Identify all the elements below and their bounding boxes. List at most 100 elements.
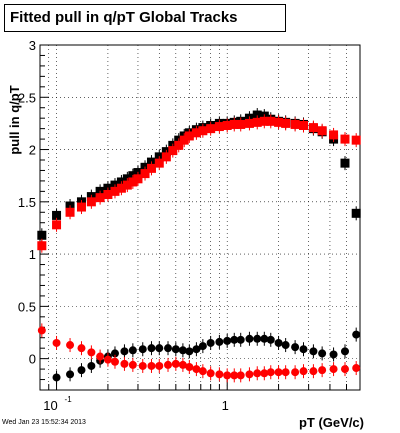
data-point: [236, 371, 245, 380]
data-point: [230, 371, 239, 380]
data-point: [128, 360, 137, 369]
data-point: [229, 119, 239, 129]
data-point: [340, 365, 349, 374]
data-point: [171, 345, 180, 354]
data-point: [66, 370, 75, 379]
data-point: [236, 335, 245, 344]
data-point: [146, 163, 156, 173]
data-point: [318, 366, 327, 375]
data-point: [260, 369, 269, 378]
data-point: [222, 121, 232, 130]
data-point: [253, 369, 262, 378]
data-point: [274, 368, 283, 377]
data-point: [299, 121, 309, 130]
data-point: [198, 342, 207, 351]
x-tick-label: 10: [43, 398, 57, 413]
data-point: [174, 140, 184, 150]
data-point: [223, 336, 232, 345]
chart-title-box: Fitted pull in q/pT Global Tracks: [4, 4, 286, 32]
data-point: [206, 124, 216, 134]
data-point: [352, 330, 361, 339]
data-point: [215, 337, 224, 346]
data-point: [171, 359, 180, 368]
data-point: [116, 183, 126, 193]
data-point: [259, 116, 269, 126]
data-point: [252, 110, 262, 120]
y-tick-label: 1.5: [18, 195, 36, 210]
data-point: [340, 158, 350, 168]
data-point: [308, 123, 318, 133]
data-point: [309, 367, 318, 376]
data-point: [340, 347, 349, 356]
data-point: [155, 344, 164, 353]
data-series: [37, 108, 361, 385]
data-point: [164, 360, 173, 369]
data-point: [266, 335, 275, 344]
data-point: [245, 334, 254, 343]
y-axis-label: pull in q/pT: [7, 85, 22, 154]
data-point: [110, 349, 119, 358]
data-point: [178, 360, 187, 369]
data-point: [351, 208, 361, 218]
timestamp: Wed Jan 23 15:52:34 2013: [2, 419, 86, 426]
data-point: [52, 373, 61, 382]
data-point: [87, 361, 96, 370]
data-point: [76, 202, 86, 212]
data-point: [223, 371, 232, 380]
data-point: [138, 361, 147, 370]
data-point: [65, 207, 75, 217]
data-point: [299, 367, 308, 376]
data-point: [351, 135, 361, 145]
data-point: [122, 180, 132, 190]
data-point: [178, 346, 187, 355]
data-point: [192, 345, 201, 354]
data-point: [120, 359, 129, 368]
data-point: [206, 369, 215, 378]
data-point: [120, 347, 129, 356]
data-point: [290, 119, 300, 129]
data-point: [291, 343, 300, 352]
x-axis: 10 -1 1: [39, 379, 361, 413]
series-3: [37, 323, 361, 383]
data-point: [206, 338, 215, 347]
y-tick-label: 1: [29, 247, 36, 262]
data-point: [128, 177, 138, 187]
data-point: [329, 130, 339, 140]
data-point: [96, 352, 105, 361]
data-point: [198, 367, 207, 376]
data-point: [133, 174, 143, 184]
data-point: [87, 348, 96, 357]
data-point: [37, 326, 46, 335]
data-point: [95, 193, 105, 203]
data-point: [110, 186, 120, 196]
data-point: [266, 116, 276, 126]
data-point: [266, 368, 275, 377]
x-tick-label-exponent: -1: [65, 395, 73, 404]
data-point: [281, 341, 290, 350]
data-point: [291, 368, 300, 377]
data-point: [185, 363, 194, 371]
data-point: [184, 131, 194, 141]
data-point: [103, 190, 113, 199]
data-point: [147, 361, 156, 370]
chart-title: Fitted pull in q/pT Global Tracks: [10, 9, 238, 26]
data-point: [37, 241, 47, 251]
data-point: [77, 366, 86, 375]
data-point: [138, 345, 147, 354]
data-point: [154, 158, 164, 168]
data-point: [281, 368, 290, 377]
data-point: [192, 365, 201, 374]
y-tick-label: 2: [29, 143, 36, 158]
data-point: [191, 128, 201, 138]
data-point: [329, 350, 338, 359]
data-point: [274, 117, 284, 127]
data-point: [168, 146, 178, 156]
series-2: [52, 327, 361, 385]
data-point: [52, 338, 61, 347]
data-point: [245, 370, 254, 379]
data-point: [253, 334, 262, 343]
data-point: [103, 355, 112, 364]
data-point: [77, 344, 86, 353]
data-point: [309, 347, 318, 356]
series-1: [37, 114, 361, 253]
